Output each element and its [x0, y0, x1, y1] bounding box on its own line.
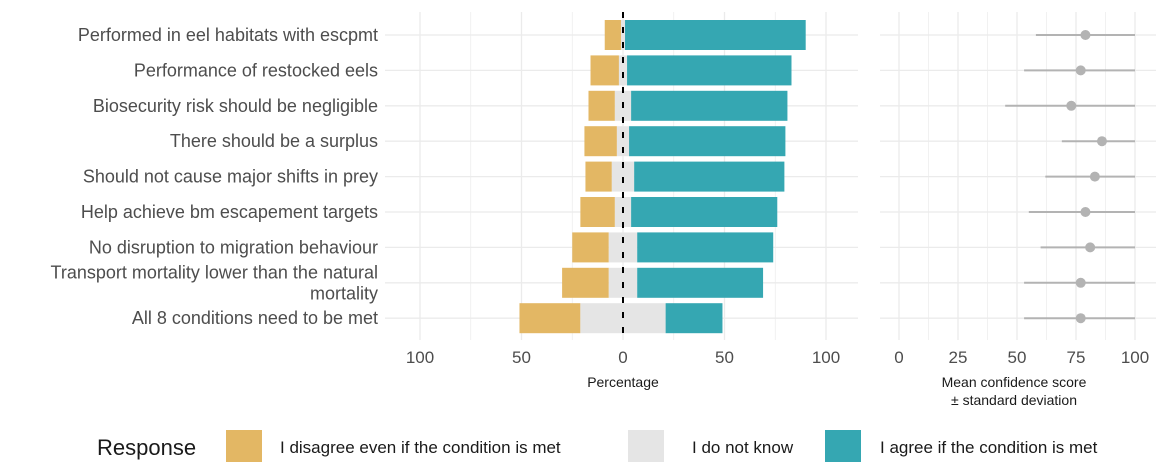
category-label: Transport mortality lower than the natur… — [51, 262, 378, 282]
bar-agree — [627, 55, 792, 86]
category-label: Should not cause major shifts in prey — [83, 167, 378, 187]
mean-point — [1066, 100, 1077, 111]
category-label: Help achieve bm escapement targets — [81, 202, 378, 222]
legend-label-agree: I agree if the condition is met — [880, 438, 1098, 457]
bar-agree — [629, 126, 786, 157]
bar-dont-know — [620, 20, 626, 50]
category-label: Performance of restocked eels — [134, 60, 378, 80]
bars — [519, 12, 806, 340]
bar-dont-know — [618, 55, 628, 86]
category-label: There should be a surplus — [170, 131, 378, 151]
left-x-tick-label: 100 — [406, 348, 434, 367]
bar-disagree — [590, 55, 619, 86]
left-x-tick-label: 100 — [812, 348, 840, 367]
bar-disagree — [585, 161, 612, 192]
legend-swatch-agree — [825, 430, 861, 462]
category-label: All 8 conditions need to be met — [132, 308, 378, 328]
mean-point — [1075, 313, 1086, 324]
mean-point — [1080, 207, 1091, 217]
bar-agree — [634, 161, 785, 192]
bar-disagree — [584, 126, 617, 157]
confidence-ranges — [1005, 30, 1135, 324]
mean-point — [1080, 30, 1091, 40]
bar-disagree — [519, 303, 581, 334]
bar-dont-know — [611, 161, 635, 192]
bar-dont-know — [616, 126, 630, 157]
left-x-axis-title: Percentage — [587, 374, 659, 390]
bar-disagree — [588, 90, 615, 121]
category-label: Performed in eel habitats with escpmt — [78, 25, 378, 45]
left-x-tick-label: 0 — [618, 348, 627, 367]
mean-point — [1075, 277, 1086, 288]
legend-swatch-dont-know — [628, 430, 664, 462]
category-label: Biosecurity risk should be negligible — [93, 96, 378, 116]
mean-point — [1096, 136, 1107, 147]
mean-point — [1085, 242, 1096, 253]
left-x-tick-label: 50 — [512, 348, 531, 367]
mean-point — [1075, 65, 1086, 76]
right-x-tick-label: 75 — [1067, 348, 1086, 367]
axis-ticks: 100 50 0 50 100 0 25 50 75 100 — [406, 348, 1149, 367]
bar-disagree — [572, 232, 609, 263]
left-x-tick-label: 50 — [715, 348, 734, 367]
right-x-tick-label: 100 — [1121, 348, 1149, 367]
right-x-tick-label: 50 — [1008, 348, 1027, 367]
bar-agree — [625, 20, 806, 50]
bar-agree — [631, 90, 788, 121]
right-x-axis-title-line1: Mean confidence score — [942, 374, 1087, 390]
bar-agree — [665, 303, 723, 334]
legend: Response I disagree even if the conditio… — [97, 430, 1098, 462]
bar-agree — [637, 232, 774, 263]
bar-disagree — [562, 267, 609, 298]
bar-agree — [631, 197, 778, 227]
bar-disagree — [604, 20, 621, 50]
bar-agree — [637, 267, 764, 298]
bar-disagree — [580, 197, 615, 227]
legend-swatch-disagree — [226, 430, 262, 462]
legend-title: Response — [97, 435, 196, 460]
right-x-tick-label: 0 — [894, 348, 903, 367]
legend-label-dont-know: I do not know — [692, 438, 794, 457]
right-x-tick-label: 25 — [949, 348, 968, 367]
right-x-axis-title-line2: ± standard deviation — [951, 392, 1077, 408]
legend-label-disagree: I disagree even if the condition is met — [280, 438, 561, 457]
category-label: No disruption to migration behaviour — [89, 237, 378, 257]
category-label: mortality — [310, 283, 378, 303]
mean-point — [1089, 171, 1100, 182]
category-labels: Performed in eel habitats with escpmt Per… — [51, 25, 378, 328]
